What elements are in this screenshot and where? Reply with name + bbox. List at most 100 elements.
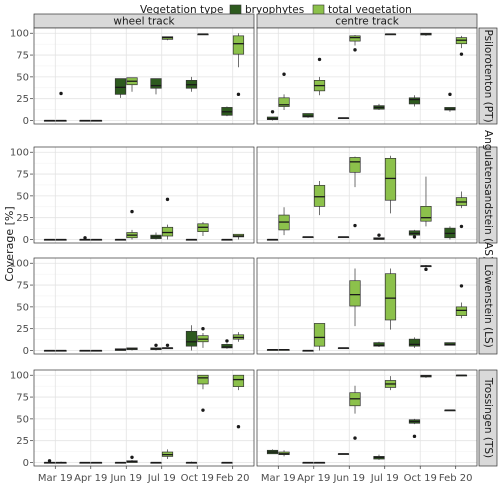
row-strip-l-wenstein-ls: [478, 257, 498, 355]
box-total-vegetation-oct-19: [197, 33, 209, 36]
panel-trossingen-ts-wheel-track: Mar 19 Apr 19 Jun 19 Jul 19 Oct 19 Feb 20: [33, 369, 255, 484]
panels: wheel track centre track Psilorotenton (PT…: [10, 13, 498, 484]
box-total-vegetation-jun-19: [349, 34, 361, 46]
box-bryophytes-apr-19: [302, 113, 314, 118]
box-total-vegetation-feb-20: [232, 374, 245, 391]
box-total-vegetation-jun-19: [126, 459, 138, 463]
outlier-point: [165, 343, 170, 347]
y-tick-label: 0: [23, 346, 29, 357]
outlier-point: [59, 91, 63, 96]
legend-label-total-vegetation: total vegetation: [328, 4, 412, 16]
x-tick-label: Jul 19: [147, 473, 176, 484]
box-total-vegetation-feb-20: [455, 35, 468, 49]
row-strip-trossingen-ts: [478, 369, 498, 467]
box-total-vegetation-jul-19: [384, 268, 397, 330]
box-bryophytes-feb-20: [444, 342, 456, 346]
box-total-vegetation-oct-19: [420, 176, 432, 227]
box-bryophytes-jun-19: [114, 238, 127, 241]
x-tick-label: Jun 19: [332, 473, 365, 484]
outlier-point: [154, 343, 158, 347]
box-bryophytes-oct-19: [185, 461, 198, 464]
row-strip-label: Angulatensandstein (AS): [482, 130, 494, 260]
x-tick-label: Mar 19: [38, 473, 73, 484]
outlier-point: [236, 92, 241, 97]
box-total-vegetation-apr-19: [313, 181, 326, 216]
box-bryophytes-feb-20: [444, 107, 456, 112]
box-body: [161, 226, 174, 237]
x-tick-label: Oct 19: [181, 473, 214, 484]
box-total-vegetation-mar-19: [278, 207, 290, 236]
box-body: [349, 35, 361, 42]
box-total-vegetation-mar-19: [55, 349, 67, 352]
y-tick-label: 25: [16, 436, 29, 447]
panel-border: [256, 257, 478, 355]
box-body: [349, 157, 361, 173]
box-total-vegetation-jul-19: [384, 376, 397, 391]
legend: Vegetation type bryophytes total vegetat…: [140, 4, 412, 17]
box-total-vegetation-feb-20: [455, 374, 468, 377]
box-bryophytes-apr-19: [79, 461, 91, 464]
outlier-point: [459, 52, 464, 56]
box-total-vegetation-feb-20: [232, 33, 245, 68]
box-total-vegetation-jun-19: [126, 347, 138, 351]
box-body: [302, 113, 314, 118]
panel-border: [256, 369, 478, 467]
box-bryophytes-feb-20: [221, 461, 233, 464]
outlier-point: [353, 436, 357, 440]
outlier-point: [424, 267, 428, 272]
box-total-vegetation-apr-19: [313, 323, 326, 351]
x-tick-label: Jul 19: [370, 473, 399, 484]
outlier-point: [353, 48, 357, 52]
x-tick-label: Apr 19: [297, 473, 330, 484]
box-total-vegetation-oct-19: [420, 32, 432, 36]
outlier-point: [201, 326, 205, 331]
box-body: [420, 205, 432, 222]
y-tick-label: 0: [23, 458, 29, 469]
outlier-point: [201, 408, 205, 412]
legend-label-bryophytes: bryophytes: [245, 4, 304, 16]
box-bryophytes-jun-19: [114, 461, 127, 464]
box-body: [349, 280, 361, 307]
box-bryophytes-jul-19: [150, 461, 162, 464]
box-total-vegetation-jun-19: [126, 229, 138, 240]
y-tick-label: 25: [16, 213, 29, 224]
x-tick-label: Jun 19: [109, 473, 142, 484]
box-bryophytes-feb-20: [444, 409, 456, 412]
box-bryophytes-jun-19: [337, 117, 350, 120]
box-bryophytes-jul-19: [373, 103, 385, 111]
box-body: [384, 273, 397, 321]
panel-angulatensandstein-as-wheel-track: [33, 146, 255, 244]
box-total-vegetation-apr-19: [90, 119, 103, 122]
box-total-vegetation-feb-20: [455, 191, 468, 209]
box-total-vegetation-jun-19: [126, 77, 138, 92]
box-total-vegetation-jul-19: [161, 224, 174, 240]
box-total-vegetation-jul-19: [384, 155, 397, 214]
box-total-vegetation-jul-19: [161, 347, 174, 350]
panel-psilorotenton-pt-centre-track: [256, 27, 478, 125]
y-tick-label: 50: [16, 72, 29, 83]
box-bryophytes-jun-19: [337, 236, 350, 239]
y-tick-label: 50: [16, 414, 29, 425]
y-tick-label: 25: [16, 94, 29, 105]
row-strip-label: Löwenstein (LS): [482, 264, 494, 347]
box-body: [373, 342, 385, 347]
outlier-point: [236, 425, 241, 429]
box-bryophytes-apr-19: [79, 349, 91, 352]
outlier-point: [412, 235, 417, 239]
box-bryophytes-jun-19: [337, 347, 350, 350]
y-tick-label: 75: [16, 170, 29, 181]
y-tick-label: 75: [16, 393, 29, 404]
panel-angulatensandstein-as-centre-track: [256, 146, 478, 244]
row-strip-psilorotenton-pt: [478, 27, 498, 125]
outlier-point: [353, 223, 357, 228]
y-axis-title: Coverage [%]: [3, 206, 16, 281]
box-body: [408, 338, 421, 347]
box-bryophytes-oct-19: [408, 95, 421, 107]
box-body: [313, 185, 326, 207]
box-bryophytes-mar-19: [43, 119, 56, 122]
y-tick-label: 25: [16, 324, 29, 335]
box-total-vegetation-mar-19: [278, 348, 290, 351]
x-tick-label: Feb 20: [439, 473, 473, 484]
panel-border: [256, 27, 478, 125]
